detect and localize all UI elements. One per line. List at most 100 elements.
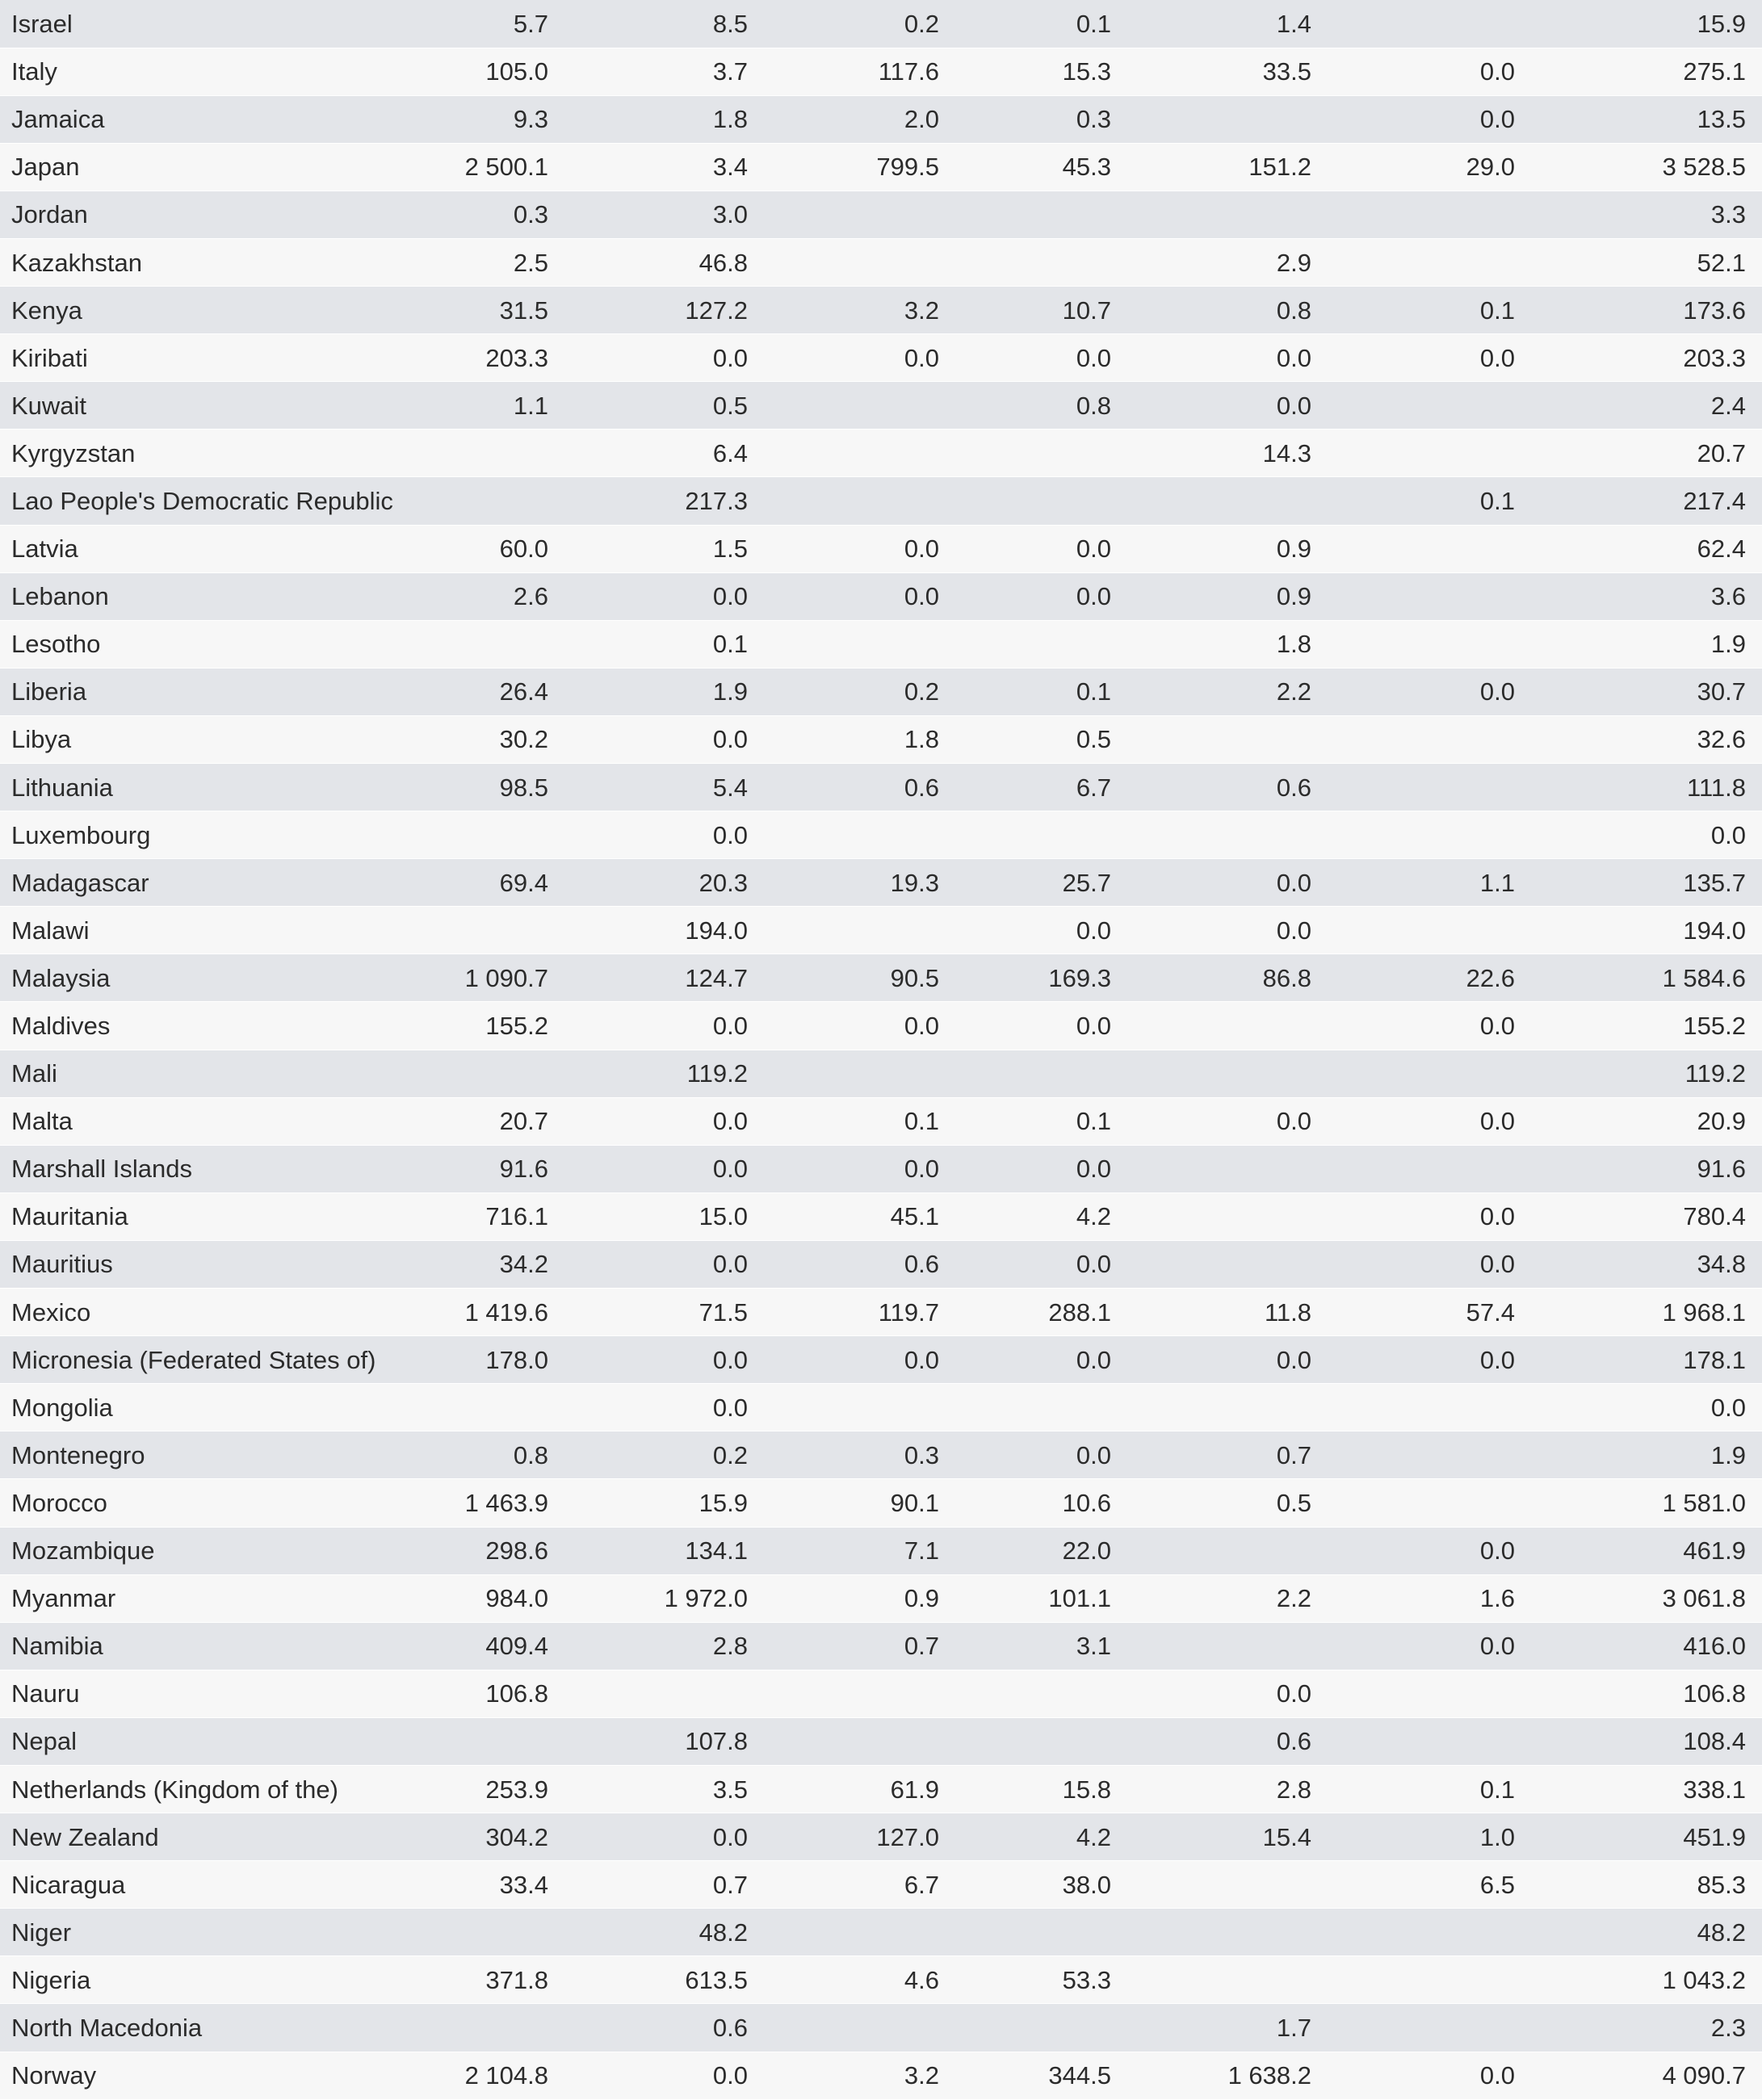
value-cell: 716.1	[428, 1193, 560, 1241]
table-row: Kiribati 203.3 0.0 0.0 0.0 0.0 0.0 203.3	[0, 333, 1762, 383]
value-cell: 0.0	[560, 1145, 759, 1193]
value-cell: 53.3	[950, 1955, 1122, 2005]
value-cell: 1 090.7	[428, 954, 560, 1003]
value-cell: 0.0	[1323, 1193, 1526, 1241]
value-cell: 0.0	[1323, 1240, 1526, 1289]
value-cell: 15.4	[1122, 1813, 1323, 1862]
value-cell: 0.0	[560, 2052, 759, 2100]
total-cell: 135.7	[1526, 858, 1762, 907]
total-cell: 85.3	[1526, 1860, 1762, 1909]
country-cell: Liberia	[0, 668, 428, 716]
value-cell	[950, 191, 1122, 239]
value-cell	[560, 1670, 759, 1718]
value-cell: 178.0	[428, 1335, 560, 1385]
country-cell: Marshall Islands	[0, 1145, 428, 1193]
value-cell: 127.2	[560, 286, 759, 335]
country-cell: Kyrgyzstan	[0, 429, 428, 478]
value-cell	[1323, 1955, 1526, 2005]
value-cell	[950, 476, 1122, 526]
value-cell: 91.6	[428, 1145, 560, 1193]
total-cell: 203.3	[1526, 333, 1762, 383]
value-cell: 1 463.9	[428, 1478, 560, 1528]
value-cell	[950, 811, 1122, 860]
table-row: Lao People's Democratic Republic 217.3 0.1…	[0, 476, 1762, 526]
value-cell: 19.3	[759, 858, 950, 907]
value-cell: 371.8	[428, 1955, 560, 2005]
total-cell: 1.9	[1526, 620, 1762, 669]
value-cell	[1122, 191, 1323, 239]
value-cell	[950, 1383, 1122, 1432]
country-cell: Kenya	[0, 286, 428, 335]
country-cell: Jamaica	[0, 95, 428, 144]
value-cell	[1323, 906, 1526, 955]
table-row: Nicaragua 33.4 0.7 6.7 38.0 6.5 85.3	[0, 1860, 1762, 1909]
value-cell: 409.4	[428, 1622, 560, 1670]
total-cell: 217.4	[1526, 476, 1762, 526]
value-cell: 0.3	[950, 95, 1122, 144]
total-cell: 30.7	[1526, 668, 1762, 716]
country-cell: Mauritius	[0, 1240, 428, 1289]
value-cell	[759, 381, 950, 430]
value-cell: 1.4	[1122, 0, 1323, 48]
country-cell: Malaysia	[0, 954, 428, 1003]
value-cell: 134.1	[560, 1527, 759, 1575]
value-cell	[1122, 1001, 1323, 1050]
value-cell	[1122, 1240, 1323, 1289]
value-cell: 8.5	[560, 0, 759, 48]
value-cell: 0.0	[759, 1145, 950, 1193]
value-cell	[1323, 1145, 1526, 1193]
value-cell	[1122, 1955, 1323, 2005]
table-row: Lebanon 2.6 0.0 0.0 0.0 0.9 3.6	[0, 572, 1762, 621]
table-row: Montenegro 0.8 0.2 0.3 0.0 0.7 1.9	[0, 1431, 1762, 1480]
table-row: Nigeria 371.8 613.5 4.6 53.3 1 043.2	[0, 1955, 1762, 2005]
value-cell: 31.5	[428, 286, 560, 335]
value-cell: 0.0	[759, 333, 950, 383]
country-cell: Myanmar	[0, 1574, 428, 1623]
value-cell: 2.6	[428, 572, 560, 621]
value-cell: 298.6	[428, 1527, 560, 1575]
total-cell: 3 061.8	[1526, 1574, 1762, 1623]
value-cell: 0.6	[560, 2003, 759, 2052]
total-cell: 275.1	[1526, 48, 1762, 96]
value-cell: 6.7	[759, 1860, 950, 1909]
value-cell: 2.8	[560, 1622, 759, 1670]
value-cell	[759, 238, 950, 287]
value-cell	[428, 476, 560, 526]
value-cell: 9.3	[428, 95, 560, 144]
country-cell: Montenegro	[0, 1431, 428, 1480]
table-row: Kyrgyzstan 6.4 14.3 20.7	[0, 429, 1762, 478]
value-cell: 69.4	[428, 858, 560, 907]
value-cell: 30.2	[428, 715, 560, 765]
value-cell: 0.0	[759, 572, 950, 621]
total-cell: 2.3	[1526, 2003, 1762, 2052]
value-cell: 127.0	[759, 1813, 950, 1862]
country-cell: Kuwait	[0, 381, 428, 430]
table-row: Italy 105.0 3.7 117.6 15.3 33.5 0.0 275.1	[0, 48, 1762, 96]
value-cell: 1 419.6	[428, 1288, 560, 1337]
value-cell	[1122, 1050, 1323, 1098]
value-cell	[1122, 1908, 1323, 1957]
value-cell	[1323, 381, 1526, 430]
value-cell: 0.7	[759, 1622, 950, 1670]
value-cell: 0.0	[560, 1240, 759, 1289]
total-cell: 461.9	[1526, 1527, 1762, 1575]
value-cell: 0.6	[759, 763, 950, 812]
value-cell: 0.6	[1122, 1717, 1323, 1766]
value-cell	[1323, 1670, 1526, 1718]
value-cell: 3.0	[560, 191, 759, 239]
value-cell: 0.2	[560, 1431, 759, 1480]
total-cell: 34.8	[1526, 1240, 1762, 1289]
value-cell: 10.7	[950, 286, 1122, 335]
value-cell	[759, 191, 950, 239]
value-cell: 22.6	[1323, 954, 1526, 1003]
value-cell: 0.1	[950, 668, 1122, 716]
value-cell: 0.0	[1323, 2052, 1526, 2100]
table-row: Lesotho 0.1 1.8 1.9	[0, 620, 1762, 669]
country-cell: Mali	[0, 1050, 428, 1098]
value-cell: 71.5	[560, 1288, 759, 1337]
country-cell: Nicaragua	[0, 1860, 428, 1909]
value-cell	[1122, 715, 1323, 765]
country-cell: Mauritania	[0, 1193, 428, 1241]
